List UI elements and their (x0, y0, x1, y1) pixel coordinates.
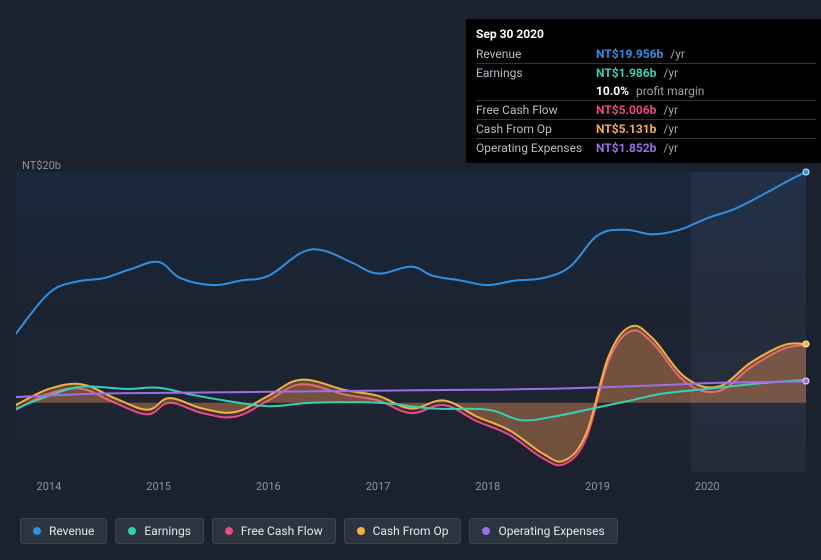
tooltip-row-suffix: /yr (667, 47, 685, 61)
tooltip-row: Operating ExpensesNT$1.852b /yr (476, 138, 816, 157)
legend-label: Free Cash Flow (241, 524, 323, 538)
tooltip-row-label: Earnings (476, 66, 596, 80)
tooltip-row: Free Cash FlowNT$5.006b /yr (476, 100, 816, 119)
end-dot-operating_expenses (803, 378, 810, 385)
series-line-revenue (16, 172, 806, 334)
tooltip-date: Sep 30 2020 (476, 25, 816, 45)
tooltip-row-label: Free Cash Flow (476, 103, 596, 117)
tooltip-row-value: NT$19.956b (596, 47, 663, 61)
y-axis-label: NT$20b (22, 159, 61, 172)
tooltip-row-value: NT$5.131b (596, 122, 656, 136)
chart-plot[interactable] (16, 172, 806, 472)
tooltip-row-label: Operating Expenses (476, 141, 596, 155)
chart-svg (16, 172, 806, 472)
chart-root: Sep 30 2020 RevenueNT$19.956b /yrEarning… (0, 0, 821, 560)
tooltip-row-value: NT$1.986b (596, 66, 656, 80)
x-axis-label: 2019 (585, 480, 610, 493)
tooltip-row-suffix: /yr (660, 66, 678, 80)
legend-dot-icon (482, 527, 490, 535)
tooltip-row-suffix: /yr (660, 141, 678, 155)
legend-label: Cash From Op (373, 524, 449, 538)
x-axis-label: 2020 (695, 480, 720, 493)
legend-item[interactable]: Revenue (20, 518, 107, 544)
x-axis-label: 2016 (256, 480, 281, 493)
x-axis-label: 2018 (475, 480, 500, 493)
chart-tooltip: Sep 30 2020 RevenueNT$19.956b /yrEarning… (466, 19, 821, 163)
tooltip-row: Cash From OpNT$5.131b /yr (476, 119, 816, 138)
tooltip-row-label: Revenue (476, 47, 596, 61)
tooltip-row-label: Cash From Op (476, 122, 596, 136)
tooltip-row-value: NT$1.852b (596, 141, 656, 155)
legend-label: Earnings (144, 524, 191, 538)
x-axis-label: 2015 (146, 480, 171, 493)
legend-item[interactable]: Earnings (115, 518, 204, 544)
legend-dot-icon (225, 527, 233, 535)
tooltip-profit-margin: 10.0% profit margin (476, 82, 816, 100)
legend-dot-icon (128, 527, 136, 535)
x-axis-label: 2017 (366, 480, 391, 493)
tooltip-row-suffix: /yr (660, 103, 678, 117)
legend-item[interactable]: Cash From Op (344, 518, 462, 544)
legend-dot-icon (33, 527, 41, 535)
legend-label: Operating Expenses (498, 524, 604, 538)
tooltip-row: EarningsNT$1.986b /yr (476, 63, 816, 82)
tooltip-row-value: NT$5.006b (596, 103, 656, 117)
chart-legend: Revenue Earnings Free Cash Flow Cash From O… (20, 518, 618, 544)
tooltip-row-suffix: /yr (660, 122, 678, 136)
legend-item[interactable]: Operating Expenses (469, 518, 617, 544)
tooltip-row: RevenueNT$19.956b /yr (476, 45, 816, 63)
end-dot-cash_from_op (803, 340, 810, 347)
legend-dot-icon (357, 527, 365, 535)
legend-item[interactable]: Free Cash Flow (212, 518, 336, 544)
x-axis-label: 2014 (37, 480, 62, 493)
legend-label: Revenue (49, 524, 94, 538)
end-dot-revenue (803, 169, 810, 176)
